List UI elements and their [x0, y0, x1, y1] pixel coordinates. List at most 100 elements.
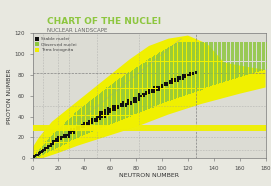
Point	[196, 79, 201, 82]
Point	[218, 46, 222, 49]
Point	[230, 46, 234, 49]
Point	[248, 67, 252, 70]
Point	[85, 122, 89, 125]
Point	[236, 65, 241, 68]
Point	[165, 54, 169, 57]
Point	[167, 60, 172, 63]
Point	[214, 82, 218, 85]
Point	[165, 48, 169, 51]
Point	[65, 125, 70, 128]
Point	[102, 91, 106, 94]
Point	[78, 122, 83, 125]
Point	[85, 118, 89, 121]
Point	[115, 104, 119, 107]
Point	[109, 90, 114, 93]
Point	[73, 125, 78, 128]
Point	[52, 134, 57, 137]
Point	[208, 52, 212, 55]
Point	[165, 77, 169, 80]
Point	[170, 81, 175, 84]
Point	[166, 85, 171, 88]
Point	[103, 119, 107, 122]
Point	[236, 44, 241, 47]
Point	[236, 60, 241, 63]
Point	[208, 43, 212, 46]
Point	[146, 96, 150, 99]
Point	[241, 49, 246, 52]
Point	[165, 84, 169, 87]
Point	[127, 109, 132, 112]
Point	[180, 83, 185, 86]
Point	[129, 105, 133, 108]
Point	[109, 85, 114, 88]
Point	[78, 119, 83, 122]
Point	[248, 40, 252, 43]
Point	[172, 60, 176, 63]
Point	[139, 80, 143, 83]
Point	[155, 93, 159, 96]
Point	[250, 62, 255, 65]
Point	[263, 46, 268, 49]
Point	[225, 52, 229, 55]
Point	[161, 54, 166, 57]
Point	[188, 75, 193, 78]
Point	[162, 58, 167, 61]
Point	[153, 71, 158, 74]
Point	[120, 116, 124, 119]
Point	[192, 69, 196, 72]
Point	[146, 100, 150, 102]
Point	[170, 80, 175, 83]
Point	[212, 73, 216, 76]
Point	[124, 113, 128, 116]
Point	[170, 86, 175, 89]
Point	[54, 134, 58, 137]
Point	[237, 51, 242, 54]
Point	[131, 94, 136, 97]
Point	[170, 46, 175, 49]
Point	[65, 129, 70, 132]
Point	[165, 78, 169, 81]
Point	[46, 146, 50, 149]
Point	[104, 95, 108, 98]
Point	[80, 124, 84, 127]
Point	[150, 56, 154, 59]
Point	[180, 69, 185, 72]
Point	[100, 124, 105, 127]
Point	[208, 48, 212, 51]
Point	[254, 48, 259, 51]
Point	[234, 66, 238, 69]
Point	[125, 105, 129, 108]
Point	[150, 75, 154, 78]
Point	[193, 64, 198, 67]
Point	[107, 91, 111, 94]
Point	[204, 79, 208, 82]
Point	[161, 60, 166, 63]
Point	[218, 73, 222, 76]
Point	[73, 112, 78, 115]
Point	[113, 98, 118, 101]
Point	[173, 80, 177, 83]
Point	[120, 78, 124, 81]
Point	[190, 73, 194, 76]
Point	[159, 78, 163, 81]
Point	[174, 65, 178, 68]
Point	[82, 132, 86, 135]
Point	[191, 83, 195, 86]
Point	[185, 61, 189, 64]
Point	[256, 64, 260, 67]
Point	[103, 109, 107, 112]
Point	[82, 133, 86, 136]
Point	[239, 75, 243, 78]
Point	[80, 129, 84, 132]
Point	[258, 51, 263, 54]
Point	[129, 106, 133, 109]
Point	[212, 51, 216, 54]
Point	[135, 104, 140, 107]
Point	[109, 113, 114, 116]
Point	[125, 100, 129, 103]
Point	[62, 135, 66, 138]
Point	[69, 125, 73, 128]
Point	[165, 65, 169, 68]
Point	[165, 53, 169, 56]
Point	[218, 43, 222, 46]
